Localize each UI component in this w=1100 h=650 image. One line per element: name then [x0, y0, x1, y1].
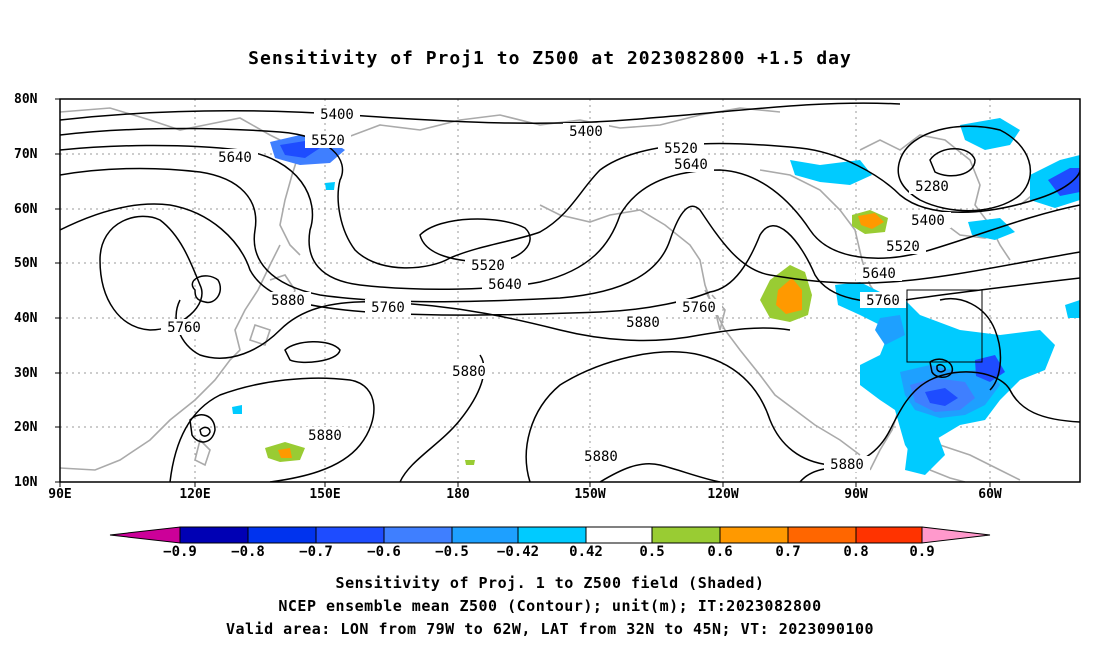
contour-label: 5880	[830, 457, 864, 473]
caption-line: NCEP ensemble mean Z500 (Contour); unit(…	[278, 597, 822, 615]
contour-label: 5640	[862, 266, 896, 282]
lon-label: 120W	[707, 487, 739, 502]
colorbar-label: 0.9	[909, 544, 935, 560]
lon-label: 90W	[844, 487, 868, 502]
map-title: Sensitivity of Proj1 to Z500 at 20230828…	[248, 48, 852, 69]
contour-label: 5640	[488, 277, 522, 293]
contour-label: 5520	[664, 141, 698, 157]
lat-label: 70N	[14, 147, 38, 162]
contour-label: 5400	[911, 213, 945, 229]
lon-label: 120E	[179, 487, 211, 502]
colorbar-label: 0.42	[569, 544, 603, 560]
lon-label: 60W	[978, 487, 1002, 502]
colorbar-label: −0.6	[367, 544, 401, 560]
contour-label: 5880	[626, 315, 660, 331]
contour-label: 5520	[471, 258, 505, 274]
lat-label: 60N	[14, 202, 38, 217]
colorbar-label: −0.8	[231, 544, 265, 560]
lon-label: 180	[446, 487, 470, 502]
lat-label: 40N	[14, 311, 38, 326]
lat-label: 20N	[14, 420, 38, 435]
colorbar-label: 0.8	[843, 544, 869, 560]
lon-label: 150W	[574, 487, 606, 502]
caption-line: Sensitivity of Proj. 1 to Z500 field (Sh…	[335, 574, 765, 592]
contour-label: 5760	[167, 320, 201, 336]
contour-label: 5520	[311, 133, 345, 149]
lat-label: 30N	[14, 366, 38, 381]
contour-label: 5880	[308, 428, 342, 444]
contour-label: 5400	[569, 124, 603, 140]
sensitivity-shading	[232, 118, 1080, 475]
colorbar-label: −0.9	[163, 544, 197, 560]
lat-label: 80N	[14, 92, 38, 107]
colorbar-label: −0.7	[299, 544, 333, 560]
lon-label: 90E	[48, 487, 72, 502]
contour-label: 5640	[674, 157, 708, 173]
contour-label: 5400	[320, 107, 354, 123]
grid-lines	[60, 99, 1080, 482]
contour-label: 5880	[452, 364, 486, 380]
lon-label: 150E	[309, 487, 341, 502]
contour-label: 5880	[271, 293, 305, 309]
contour-label: 5760	[371, 300, 405, 316]
contour-label: 5760	[866, 293, 900, 309]
lat-label: 10N	[14, 475, 38, 490]
colorbar-label: 0.5	[639, 544, 665, 560]
z500-contours	[60, 102, 1080, 482]
colorbar-label: 0.7	[775, 544, 801, 560]
map-frame	[59, 98, 1081, 483]
colorbar-label: −0.5	[435, 544, 469, 560]
colorbar-label: 0.6	[707, 544, 733, 560]
lat-label: 50N	[14, 256, 38, 271]
valid-area-box	[906, 289, 983, 363]
contour-label: 5280	[915, 179, 949, 195]
colorbar-label: −0.42	[496, 544, 540, 560]
contour-label: 5880	[584, 449, 618, 465]
contour-label: 5640	[218, 150, 252, 166]
contour-label: 5760	[682, 300, 716, 316]
contour-label: 5520	[886, 239, 920, 255]
caption-line: Valid area: LON from 79W to 62W, LAT fro…	[225, 620, 875, 638]
